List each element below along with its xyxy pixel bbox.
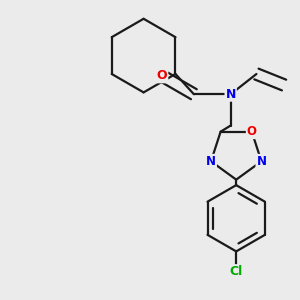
Text: O: O xyxy=(247,125,257,138)
Text: Cl: Cl xyxy=(230,265,243,278)
Text: N: N xyxy=(226,88,236,101)
Text: N: N xyxy=(206,155,216,168)
Text: O: O xyxy=(157,69,167,82)
Text: N: N xyxy=(256,155,266,168)
